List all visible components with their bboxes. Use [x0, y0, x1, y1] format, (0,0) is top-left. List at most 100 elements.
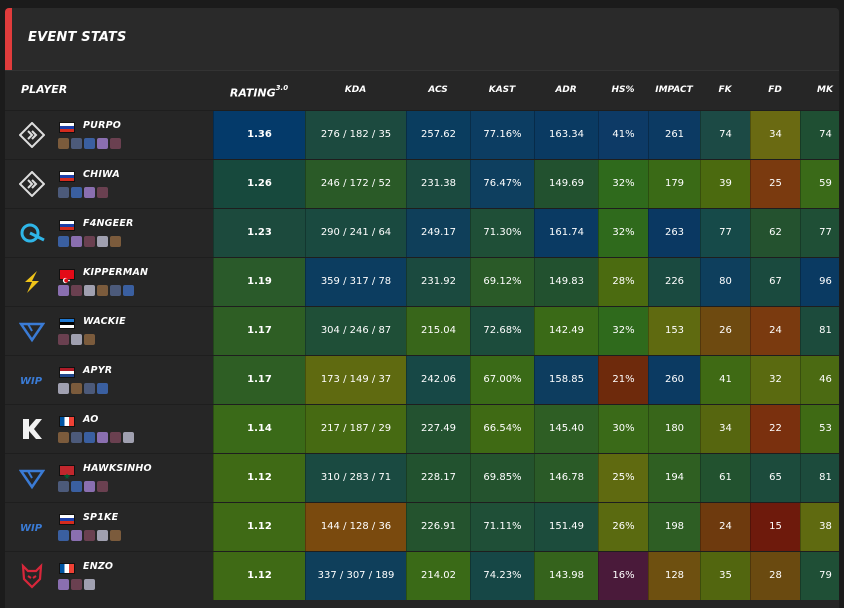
- hs-cell: 32%: [598, 160, 648, 208]
- player-name[interactable]: KIPPERMAN: [83, 267, 149, 278]
- hs-cell: 32%: [598, 307, 648, 355]
- player-cell[interactable]: F4NGEER: [5, 209, 213, 257]
- panel-title: EVENT STATS: [28, 30, 127, 45]
- svg-text:WIP: WIP: [20, 523, 43, 534]
- kda-cell: 304 / 246 / 87: [305, 307, 406, 355]
- impact-cell: 180: [648, 405, 700, 453]
- acs-cell: 228.17: [406, 454, 470, 502]
- player-cell[interactable]: WIP SP1KE: [5, 503, 213, 551]
- agent-icon: [84, 481, 95, 492]
- fd-cell: 28: [750, 552, 800, 600]
- adr-cell: 146.78: [534, 454, 598, 502]
- player-name[interactable]: AO: [83, 414, 99, 425]
- hs-cell: 16%: [598, 552, 648, 600]
- table-row[interactable]: WIP SP1KE 1.12 144 / 128 / 36 226.91 71.11% 15…: [5, 502, 839, 551]
- agent-icon: [58, 383, 69, 394]
- table-row[interactable]: AO 1.14 217 / 187 / 29 227.49 66.54% 145.40 30…: [5, 404, 839, 453]
- rating-cell: 1.23: [213, 209, 305, 257]
- flag-icon: [59, 318, 75, 329]
- agent-icon: [58, 138, 69, 149]
- kda-cell: 217 / 187 / 29: [305, 405, 406, 453]
- agent-icon: [97, 481, 108, 492]
- player-name[interactable]: APYR: [83, 365, 113, 376]
- hs-cell: 26%: [598, 503, 648, 551]
- player-name[interactable]: SP1KE: [83, 512, 119, 523]
- column-header-impact[interactable]: IMPACT: [655, 85, 693, 95]
- table-row[interactable]: PURPO 1.36 276 / 182 / 35 257.62 77.16% 163.3…: [5, 110, 839, 159]
- player-cell[interactable]: ENZO: [5, 552, 213, 600]
- player-name[interactable]: F4NGEER: [83, 218, 134, 229]
- player-cell[interactable]: AO: [5, 405, 213, 453]
- player-name[interactable]: WACKIE: [83, 316, 126, 327]
- flag-icon: [59, 563, 75, 574]
- agent-icon: [110, 138, 121, 149]
- fd-cell: 67: [750, 258, 800, 306]
- column-header-acs[interactable]: ACS: [428, 85, 448, 95]
- event-stats-panel: EVENT STATS PLAYER RATING3.0 KDA ACS KAS…: [5, 8, 839, 608]
- column-header-fd[interactable]: FD: [768, 85, 782, 95]
- agent-icon: [97, 432, 108, 443]
- table-row[interactable]: KIPPERMAN 1.19 359 / 317 / 78 231.92 69.12% 1…: [5, 257, 839, 306]
- adr-cell: 163.34: [534, 111, 598, 159]
- player-cell[interactable]: HAWKSINHO: [5, 454, 213, 502]
- column-header-hs[interactable]: HS%: [611, 85, 635, 95]
- table-row[interactable]: ENZO 1.12 337 / 307 / 189 214.02 74.23% 143.9…: [5, 551, 839, 600]
- flag-icon: [59, 171, 75, 182]
- player-name[interactable]: ENZO: [83, 561, 114, 572]
- acs-cell: 215.04: [406, 307, 470, 355]
- team-logo-icon: [18, 465, 46, 491]
- mk-cell: 74: [800, 111, 839, 159]
- column-header-kast[interactable]: KAST: [488, 85, 516, 95]
- player-cell[interactable]: KIPPERMAN: [5, 258, 213, 306]
- adr-cell: 158.85: [534, 356, 598, 404]
- fk-cell: 26: [700, 307, 750, 355]
- column-header-rating[interactable]: RATING3.0: [213, 70, 305, 110]
- acs-cell: 227.49: [406, 405, 470, 453]
- agent-list: [58, 383, 110, 395]
- agent-icon: [71, 187, 82, 198]
- player-cell[interactable]: CHIWA: [5, 160, 213, 208]
- column-header-adr[interactable]: ADR: [555, 85, 577, 95]
- agent-list: [58, 236, 123, 248]
- column-header-fk[interactable]: FK: [718, 85, 732, 95]
- agent-icon: [84, 579, 95, 590]
- agent-icon: [71, 383, 82, 394]
- table-row[interactable]: F4NGEER 1.23 290 / 241 / 64 249.17 71.30% 161…: [5, 208, 839, 257]
- fd-cell: 34: [750, 111, 800, 159]
- acs-cell: 257.62: [406, 111, 470, 159]
- rating-cell: 1.12: [213, 503, 305, 551]
- adr-cell: 151.49: [534, 503, 598, 551]
- table-row[interactable]: HAWKSINHO 1.12 310 / 283 / 71 228.17 69.85% 1…: [5, 453, 839, 502]
- column-header-player[interactable]: PLAYER: [21, 83, 68, 96]
- player-cell[interactable]: WIP APYR: [5, 356, 213, 404]
- adr-cell: 142.49: [534, 307, 598, 355]
- mk-cell: 77: [800, 209, 839, 257]
- agent-list: [58, 432, 136, 444]
- kast-cell: 74.23%: [470, 552, 534, 600]
- fk-cell: 80: [700, 258, 750, 306]
- player-name[interactable]: PURPO: [83, 120, 122, 131]
- column-header-kda[interactable]: KDA: [344, 85, 367, 95]
- fk-cell: 35: [700, 552, 750, 600]
- agent-icon: [84, 187, 95, 198]
- rating-cell: 1.19: [213, 258, 305, 306]
- fd-cell: 15: [750, 503, 800, 551]
- player-name[interactable]: HAWKSINHO: [83, 463, 152, 474]
- mk-cell: 81: [800, 307, 839, 355]
- agent-icon: [97, 187, 108, 198]
- player-cell[interactable]: WACKIE: [5, 307, 213, 355]
- agent-list: [58, 138, 123, 150]
- table-row[interactable]: WACKIE 1.17 304 / 246 / 87 215.04 72.68% 142.…: [5, 306, 839, 355]
- kda-cell: 310 / 283 / 71: [305, 454, 406, 502]
- hs-cell: 25%: [598, 454, 648, 502]
- player-cell[interactable]: PURPO: [5, 111, 213, 159]
- column-header-mk[interactable]: MK: [817, 85, 833, 95]
- table-row[interactable]: CHIWA 1.26 246 / 172 / 52 231.38 76.47% 149.6…: [5, 159, 839, 208]
- team-logo-icon: WIP: [19, 514, 45, 540]
- kast-cell: 66.54%: [470, 405, 534, 453]
- table-row[interactable]: WIP APYR 1.17 173 / 149 / 37 242.06 67.00% 158…: [5, 355, 839, 404]
- kda-cell: 359 / 317 / 78: [305, 258, 406, 306]
- mk-cell: 38: [800, 503, 839, 551]
- kast-cell: 69.12%: [470, 258, 534, 306]
- player-name[interactable]: CHIWA: [83, 169, 120, 180]
